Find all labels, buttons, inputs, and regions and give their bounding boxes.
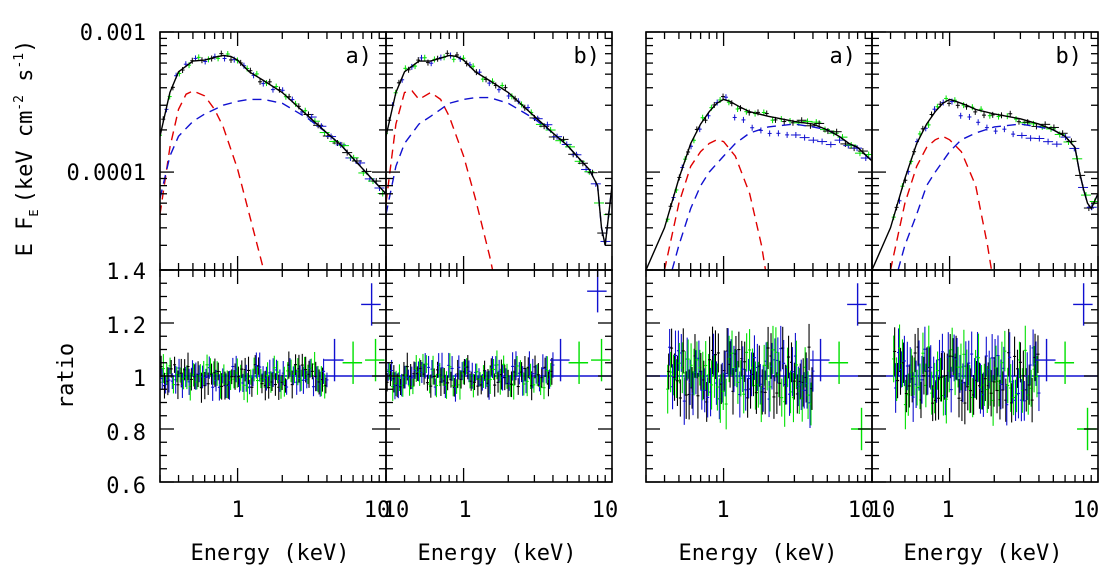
total-model xyxy=(646,98,872,270)
top-plot-area xyxy=(386,50,612,270)
panel-label-2: b) xyxy=(574,44,601,69)
x-tick-label-1-p4: 1 xyxy=(941,498,954,523)
y-title-top-exp2: -1 xyxy=(12,53,27,69)
ratio-plot-area xyxy=(160,283,386,403)
model-component-2 xyxy=(160,98,386,199)
model-component-2 xyxy=(386,96,612,246)
y-tick-label-0.8: 0.8 xyxy=(106,421,146,446)
y-title-top-exp: -2 xyxy=(12,95,27,111)
x-axis-title-2: Energy (keV) xyxy=(418,541,577,566)
y-tick-label-1.4: 1.4 xyxy=(106,260,146,285)
x-tick-label-10-p4-left: 10 xyxy=(869,498,896,523)
ratio-plot-area xyxy=(386,270,612,402)
svg-text:E FE(keV cm-2 s-1): E FE (keV cm-2 s-1) xyxy=(12,40,41,257)
model-component-1 xyxy=(386,90,494,270)
panel-1 xyxy=(159,31,387,483)
x-tick-label-1-p2: 1 xyxy=(458,498,471,523)
x-axis-title-4: Energy (keV) xyxy=(904,541,1063,566)
y-tick-label-0.001: 0.001 xyxy=(80,21,146,46)
panel-4 xyxy=(871,31,1099,483)
model-component-1 xyxy=(663,139,767,270)
total-model xyxy=(386,54,612,246)
top-plot-area xyxy=(160,50,386,270)
y-tick-label-1.2: 1.2 xyxy=(106,314,146,339)
y-axis-title-top: E FE (keV cm-2 s-1) xyxy=(12,40,41,257)
total-model xyxy=(160,54,386,195)
y-axis-title-bottom: ratio xyxy=(54,343,79,409)
y-tick-label-0.0001: 0.0001 xyxy=(67,161,146,186)
x-tick-label-10-p4: 10 xyxy=(1073,498,1100,523)
y-title-top-units-mid: s xyxy=(13,69,38,96)
model-component-2 xyxy=(897,123,1098,270)
x-tick-label-10-p1: 10 xyxy=(364,498,391,523)
model-component-1 xyxy=(889,135,993,270)
x-axis-title-1: Energy (keV) xyxy=(191,541,350,566)
model-component-1 xyxy=(160,90,265,270)
model-component-2 xyxy=(671,123,872,270)
top-plot-area xyxy=(872,95,1098,270)
x-tick-label-10-p2: 10 xyxy=(592,498,619,523)
ratio-plot-area xyxy=(646,283,872,451)
plot-layer xyxy=(159,31,1099,483)
x-tick-label-1-p1: 1 xyxy=(231,498,244,523)
x-tick-label-1-p3: 1 xyxy=(716,498,729,523)
panel-label-4: b) xyxy=(1056,44,1083,69)
y-title-top-sub: E xyxy=(27,209,41,216)
x-tick-label-10-p2-left: 10 xyxy=(383,498,410,523)
y-title-top-units-end: ) xyxy=(13,40,38,53)
panel-3 xyxy=(645,31,873,483)
panel-2 xyxy=(385,31,613,483)
y-title-top-units: (keV cm xyxy=(13,111,38,204)
total-model xyxy=(872,98,1098,270)
top-plot-area xyxy=(646,93,872,270)
ratio-plot-area xyxy=(872,283,1098,451)
x-axis-title-3: Energy (keV) xyxy=(679,541,838,566)
x-tick-label-10-p3: 10 xyxy=(848,498,875,523)
y-tick-label-1: 1 xyxy=(133,367,146,392)
panel-label-1: a) xyxy=(346,44,373,69)
y-tick-label-0.6: 0.6 xyxy=(106,474,146,499)
panel-label-3: a) xyxy=(830,44,857,69)
y-title-top-main: E F xyxy=(13,217,38,257)
